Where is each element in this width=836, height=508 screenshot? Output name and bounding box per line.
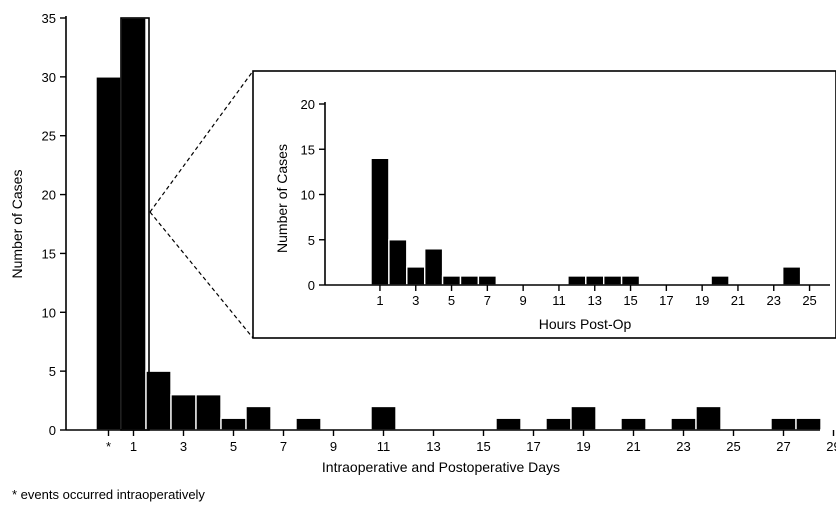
main-x-tick-label: 7 [280,439,287,454]
inset-x-tick-label: 3 [412,293,419,308]
main-y-tick-label: 0 [49,423,56,438]
main-bar-day-1 [120,17,147,431]
main-bar-day-4 [195,393,222,431]
main-x-tick-label: 17 [526,439,540,454]
main-y-ticks: 0 5 10 15 20 25 30 35 [42,11,66,438]
main-y-axis-label: Number of Cases [9,170,25,279]
inset-x-tick-label: 17 [659,293,673,308]
inset-bar-hour-20 [710,275,730,286]
inset-x-ticks: 1 3 5 7 9 11 13 15 17 19 21 23 25 [376,285,817,308]
main-x-axis-label: Intraoperative and Postoperative Days [322,459,560,475]
main-bar-day-18 [545,417,572,431]
main-x-tick-label: 9 [330,439,337,454]
inset-x-tick-label: 15 [623,293,637,308]
inset-x-tick-label: 21 [731,293,745,308]
main-bar-day-3 [170,393,197,431]
main-bar-day-5 [220,417,247,431]
main-x-tick-label: 21 [626,439,640,454]
inset-y-axis-label: Number of Cases [274,144,290,253]
main-y-tick-label: 5 [49,364,56,379]
main-bar-day-6 [245,405,272,431]
main-y-tick-label: 30 [42,70,56,85]
inset-bar-hour-4 [424,248,444,286]
main-y-tick-label: 20 [42,188,56,203]
main-x-ticks: *1357911131517192123252729 [106,430,836,454]
zoom-connector-bottom [149,211,254,339]
inset-bar-hour-12 [567,275,587,286]
zoom-connector-top [149,70,254,213]
inset-bar-hour-24 [782,266,802,286]
inset-y-tick-label: 20 [301,97,315,112]
inset-bar-hour-1 [370,157,390,286]
main-y-tick-label: 25 [42,129,56,144]
inset-x-tick-label: 19 [695,293,709,308]
main-bar-intraop [95,76,122,431]
inset-bar-hour-5 [441,275,462,286]
inset-y-tick-label: 5 [308,233,315,248]
inset-x-tick-label: 11 [552,293,566,308]
main-x-tick-label: 11 [377,439,391,454]
main-bar-day-28 [795,417,822,431]
inset-x-tick-label: 25 [802,293,816,308]
main-x-tick-label: 5 [230,439,237,454]
inset-x-tick-label: 7 [484,293,491,308]
main-x-tick-label: 19 [576,439,590,454]
main-x-tick-label: 25 [726,439,740,454]
main-x-tick-label: 15 [476,439,490,454]
main-bars [95,17,822,431]
main-bar-day-19 [570,405,597,431]
inset-x-tick-label: 23 [767,293,781,308]
main-x-tick-label: 13 [426,439,440,454]
main-y-tick-label: 10 [42,305,56,320]
main-bar-day-11 [370,405,397,431]
inset-x-tick-label: 9 [520,293,527,308]
main-y-tick-label: 15 [42,246,56,261]
main-x-tick-label: 1 [130,439,137,454]
main-x-tick-label: 29 [826,439,836,454]
main-bar-day-24 [695,405,722,431]
inset-bar-hour-6 [459,275,480,286]
main-x-tick-label: 27 [776,439,790,454]
main-bar-day-23 [670,417,697,431]
inset-bar-hour-14 [603,275,623,286]
main-x-tick-label: 3 [180,439,187,454]
inset-frame [252,70,836,339]
footnote: * events occurred intraoperatively [12,487,205,502]
main-y-tick-label: 35 [42,11,56,26]
inset-y-ticks: 0 5 10 15 20 [301,97,325,293]
main-bar-day-27 [770,417,797,431]
inset-x-tick-label: 13 [588,293,602,308]
inset-y-tick-label: 10 [301,188,315,203]
main-bar-day-8 [295,417,322,431]
inset-x-tick-label: 5 [448,293,455,308]
inset-bar-hour-13 [585,275,605,286]
inset-bar-hour-3 [406,266,426,286]
main-bar-day-16 [495,417,522,431]
inset-y-tick-label: 0 [308,278,315,293]
inset-x-tick-label: 1 [376,293,383,308]
inset-bar-hour-7 [477,275,497,286]
inset-y-tick-label: 15 [301,142,315,157]
inset-bar-hour-15 [620,275,641,286]
inset-bar-hour-2 [388,239,408,286]
main-x-tick-label: 23 [676,439,690,454]
inset-x-axis-label: Hours Post-Op [539,316,632,332]
main-bar-day-21 [620,417,647,431]
main-x-tick-label: * [106,439,111,454]
